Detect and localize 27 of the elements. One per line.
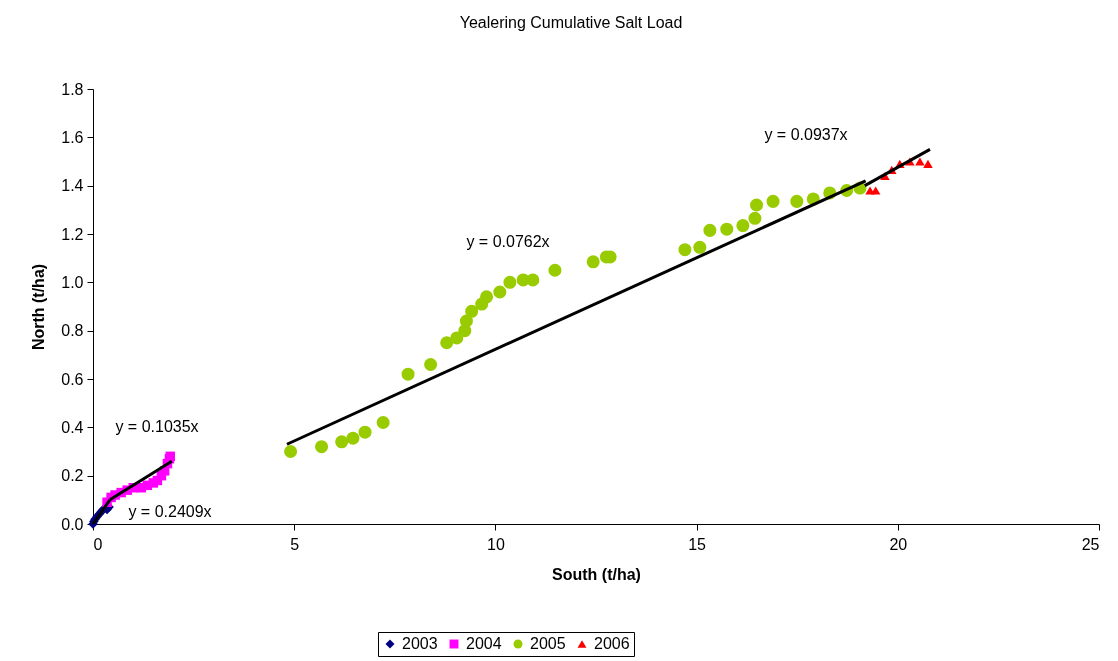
annotation: y = 0.2409x <box>128 503 212 520</box>
y-tick-label: 0.2 <box>61 467 84 485</box>
x-tick-label: 20 <box>889 535 908 553</box>
y-tick-label: 1.0 <box>61 273 84 291</box>
y-tick-label: 0.6 <box>61 370 84 388</box>
legend-label: 2004 <box>466 635 502 652</box>
annotation: y = 0.0937x <box>764 126 848 143</box>
x-tick-label: 15 <box>688 535 707 553</box>
y-tick-label: 0.4 <box>61 418 84 436</box>
legend-label: 2003 <box>402 635 438 652</box>
y-tick-label: 1.2 <box>61 225 84 243</box>
y-tick-label: 0.8 <box>61 322 84 340</box>
legend-label: 2006 <box>594 635 630 652</box>
y-tick-label: 1.4 <box>61 177 84 195</box>
legend-label: 2005 <box>530 635 566 652</box>
y-tick-label: 1.6 <box>61 128 84 146</box>
x-tick-label: 0 <box>93 535 103 553</box>
y-tick-label: 0.0 <box>61 515 84 533</box>
x-axis-title: South (t/ha) <box>552 565 641 583</box>
x-tick-label: 5 <box>290 535 300 553</box>
chart-title: Yealering Cumulative Salt Load <box>459 14 683 31</box>
y-tick-label: 1.8 <box>61 80 84 98</box>
annotation: y = 0.0762x <box>466 233 550 250</box>
x-tick-label: 10 <box>487 535 505 553</box>
annotation: y = 0.1035x <box>115 418 199 435</box>
x-tick-label: 25 <box>1081 535 1100 553</box>
y-axis-title: North (t/ha) <box>30 263 48 351</box>
